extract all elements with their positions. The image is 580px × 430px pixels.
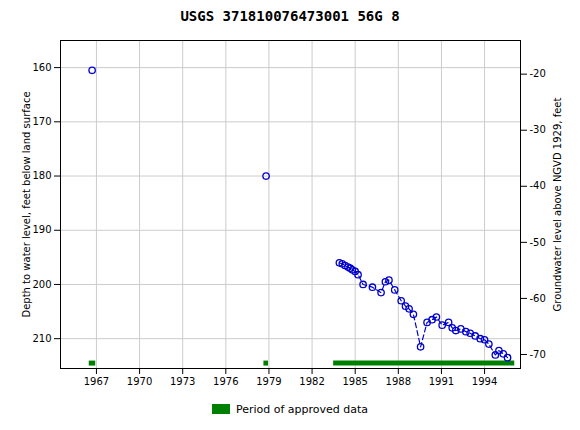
svg-text:1967: 1967 <box>84 376 109 387</box>
svg-text:-40: -40 <box>530 180 546 191</box>
svg-text:1976: 1976 <box>213 376 238 387</box>
svg-text:160: 160 <box>32 62 51 73</box>
svg-text:170: 170 <box>32 116 51 127</box>
svg-text:-30: -30 <box>530 124 546 135</box>
svg-text:180: 180 <box>32 170 51 181</box>
svg-text:1979: 1979 <box>256 376 281 387</box>
svg-text:-60: -60 <box>530 293 546 304</box>
svg-text:1982: 1982 <box>299 376 324 387</box>
svg-text:210: 210 <box>32 333 51 344</box>
svg-text:1985: 1985 <box>342 376 367 387</box>
svg-text:190: 190 <box>32 224 51 235</box>
html-text:Period of approved data: Period of approved data <box>235 402 369 416</box>
svg-text:Depth to water level, feet bel: Depth to water level, feet below land su… <box>21 91 32 317</box>
svg-text:-70: -70 <box>530 349 546 360</box>
svg-text:-20: -20 <box>530 68 546 79</box>
svg-text:1973: 1973 <box>170 376 195 387</box>
svg-text:Groundwater level above NGVD 1: Groundwater level above NGVD 1929, feet <box>552 98 563 312</box>
svg-text:1970: 1970 <box>127 376 152 387</box>
svg-text:1994: 1994 <box>472 376 497 387</box>
svg-text:1991: 1991 <box>429 376 454 387</box>
svg-text:200: 200 <box>32 279 51 290</box>
html-text:USGS 371810076473001 56G 8: USGS 371810076473001 56G 8 <box>180 8 400 24</box>
svg-text:-50: -50 <box>530 237 546 248</box>
svg-text:1988: 1988 <box>386 376 411 387</box>
